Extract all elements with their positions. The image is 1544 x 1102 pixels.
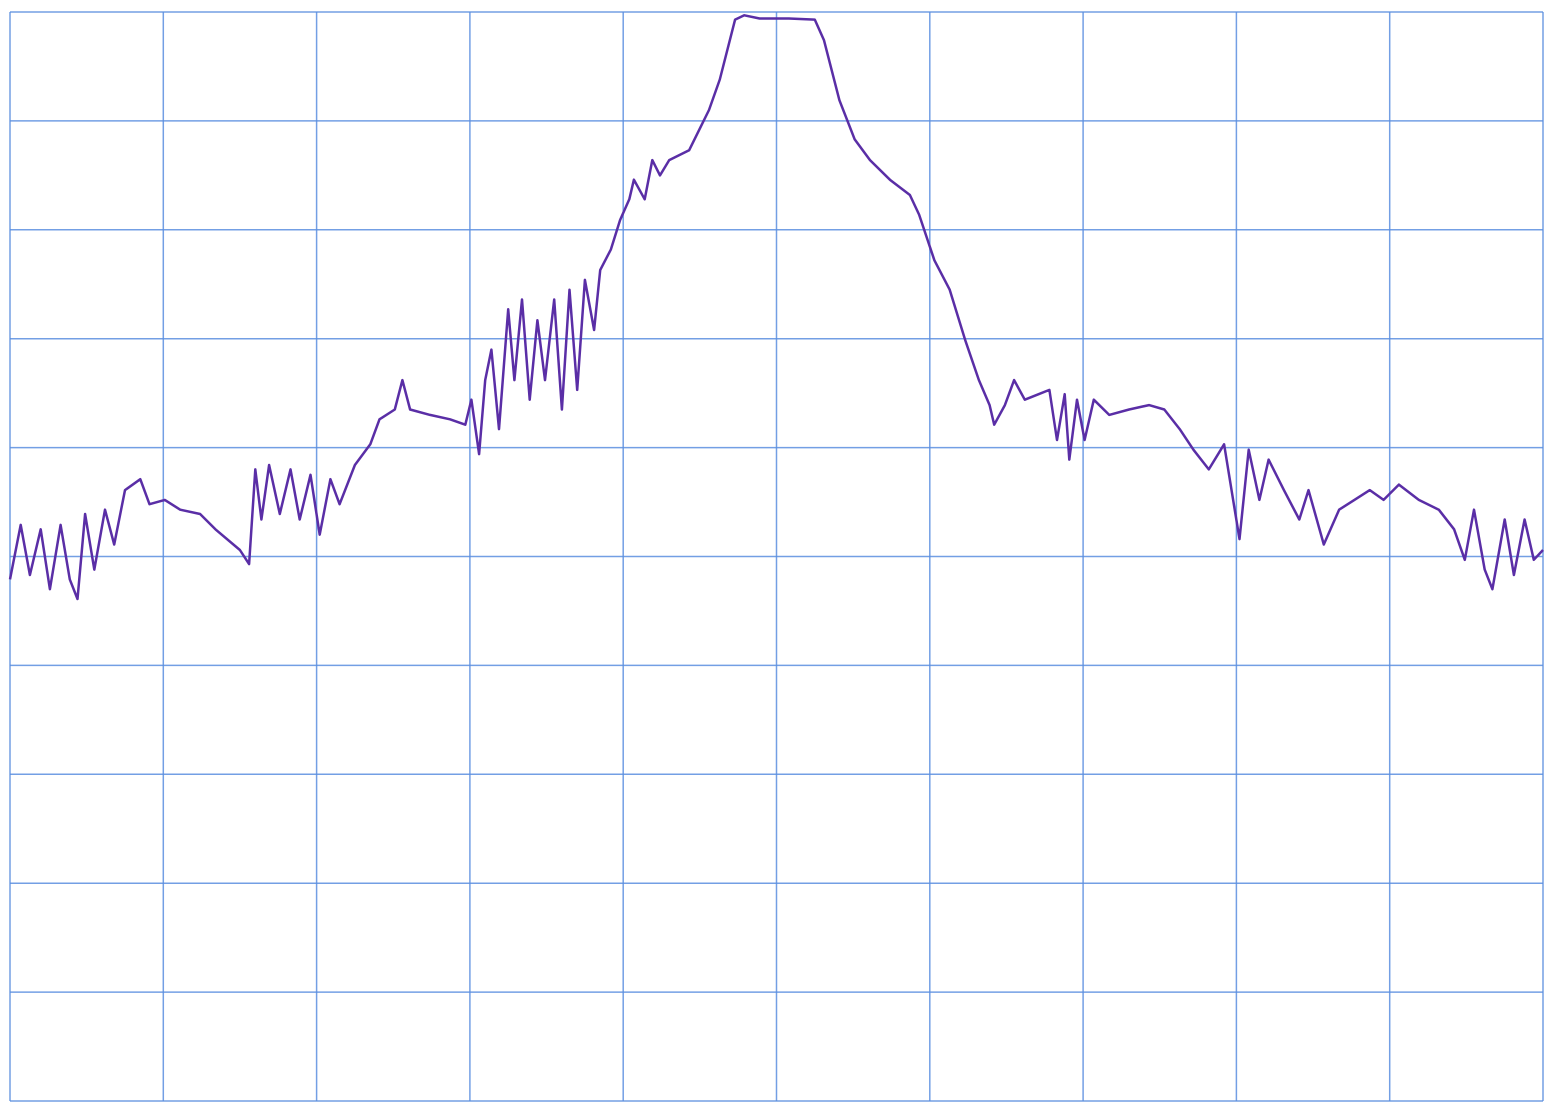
trace-line: [8, 14, 1544, 601]
